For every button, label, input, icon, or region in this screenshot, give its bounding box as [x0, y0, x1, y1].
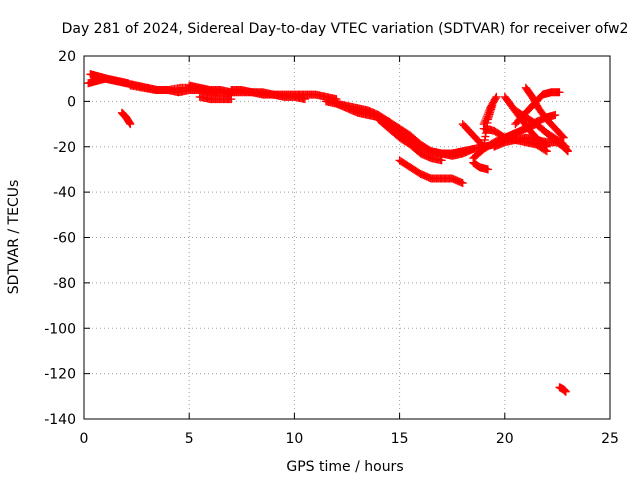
series-s22 [511, 88, 564, 129]
data-point [542, 142, 551, 151]
y-tick-label: -20 [53, 140, 76, 156]
y-tick-label: -120 [44, 367, 76, 383]
data-point [561, 387, 570, 396]
data-point [481, 116, 490, 125]
series-s24 [555, 383, 570, 396]
y-tick-label: 0 [67, 94, 76, 110]
series-s6 [195, 92, 236, 104]
data-point [563, 147, 572, 156]
data-point [485, 106, 494, 115]
x-tick-label: 5 [185, 431, 194, 447]
y-tick-label: -100 [44, 321, 76, 337]
data-point [458, 179, 467, 188]
x-axis-label: GPS time / hours [286, 459, 403, 475]
series-s23 [553, 138, 572, 156]
data-point [126, 120, 135, 129]
data-point [437, 156, 446, 165]
x-tick-label: 20 [496, 431, 514, 447]
data-point [541, 141, 550, 150]
data-point [483, 110, 492, 119]
y-tick-label: -80 [53, 276, 76, 292]
y-tick-label: -140 [44, 412, 76, 428]
data-point [483, 165, 492, 174]
data-point [480, 118, 489, 127]
grid [84, 56, 610, 419]
x-tick-label: 25 [601, 431, 619, 447]
data-point [551, 110, 560, 119]
data-point [491, 94, 500, 103]
series-s7 [227, 86, 309, 104]
y-axis-label: SDTVAR / TECUs [6, 180, 22, 295]
series-s15 [469, 158, 492, 174]
y-tick-label: -40 [53, 185, 76, 201]
x-tick-label: 15 [391, 431, 409, 447]
ticks: 0 5 10 15 20 25 -140 -120 -100 -80 -60 -40 -20 0 20 [44, 49, 619, 447]
data-point [300, 95, 309, 104]
data-points [84, 70, 572, 396]
data-point [482, 114, 491, 123]
chart-title: Day 281 of 2024, Sidereal Day-to-day VTE… [62, 21, 629, 37]
data-point [484, 108, 493, 117]
series-s10 [395, 156, 467, 188]
y-tick-label: 20 [58, 49, 76, 65]
series-s11 [374, 115, 446, 165]
y-tick-label: -60 [53, 231, 76, 247]
data-point [559, 133, 568, 142]
x-tick-label: 0 [80, 431, 89, 447]
x-tick-label: 10 [285, 431, 303, 447]
series-s3 [117, 108, 135, 129]
data-point [555, 88, 564, 97]
data-point [227, 95, 236, 104]
data-point [482, 112, 491, 121]
data-point [558, 132, 567, 141]
data-point [492, 92, 501, 101]
